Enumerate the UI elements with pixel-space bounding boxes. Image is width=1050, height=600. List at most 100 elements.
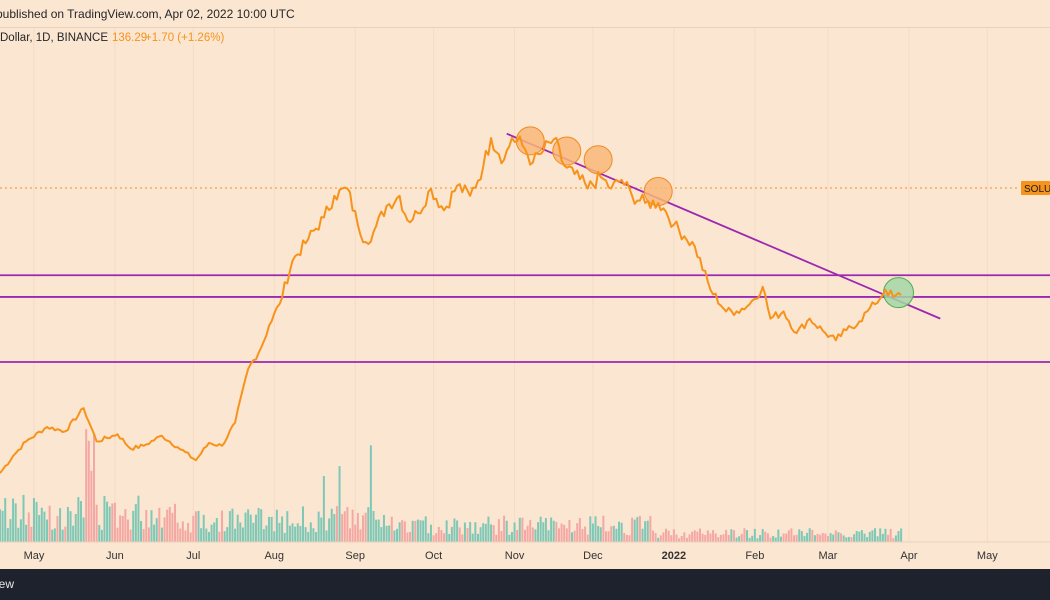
- volume-bar: [589, 516, 592, 542]
- volume-bar: [476, 533, 479, 542]
- volume-bar: [103, 495, 106, 542]
- volume-bar: [9, 519, 12, 542]
- volume-bar: [354, 524, 357, 542]
- volume-bar: [422, 520, 425, 542]
- volume-bar: [855, 531, 858, 542]
- volume-bar: [894, 535, 897, 542]
- volume-bar: [654, 533, 657, 542]
- volume-bar: [787, 530, 790, 542]
- volume-bar: [270, 516, 273, 542]
- volume-bar: [69, 511, 72, 542]
- volume-bar: [223, 531, 226, 542]
- volume-bar: [315, 532, 318, 542]
- volume-bar: [537, 522, 540, 542]
- volume-bar: [247, 509, 250, 542]
- volume-bar: [254, 514, 257, 542]
- volume-bar: [273, 531, 276, 542]
- volume-bar: [176, 522, 179, 542]
- volume-bar: [398, 522, 401, 542]
- volume-bar: [194, 511, 197, 542]
- volume-bar: [466, 527, 469, 542]
- volume-bar: [241, 527, 244, 542]
- volume-bar: [349, 528, 351, 542]
- volume-bar: [403, 521, 406, 542]
- volume-bar: [730, 529, 733, 542]
- volume-bar: [531, 527, 534, 542]
- volume-bar: [192, 515, 195, 542]
- volume-bar: [46, 519, 49, 542]
- volume-bar: [858, 531, 861, 542]
- volume-bar: [134, 504, 137, 542]
- volume-bar: [317, 511, 320, 542]
- volume-bar: [160, 527, 163, 542]
- volume-bar: [555, 521, 558, 542]
- volume-bar: [732, 530, 735, 542]
- volume-bar: [620, 522, 623, 542]
- volume-bar: [137, 495, 140, 542]
- volume-bar: [850, 537, 853, 542]
- volume-bar: [59, 508, 62, 542]
- volume-bar: [38, 515, 41, 542]
- volume-bar: [578, 517, 581, 542]
- volume-bar: [623, 533, 626, 542]
- volume-bar: [440, 530, 443, 542]
- volume-bar: [495, 534, 498, 542]
- volume-bar: [346, 507, 349, 542]
- volume-bar: [226, 527, 229, 542]
- x-tick-label: Jul: [186, 550, 200, 562]
- volume-bar: [887, 534, 890, 542]
- volume-bar: [231, 508, 234, 542]
- volume-bar: [503, 515, 506, 542]
- volume-bar: [288, 525, 291, 542]
- volume-bar: [432, 535, 435, 542]
- volume-bar: [490, 524, 493, 542]
- volume-bar: [364, 512, 367, 542]
- volume-bar: [113, 502, 116, 542]
- volume-bar: [638, 515, 641, 542]
- volume-bar: [244, 512, 247, 542]
- volume-bar: [557, 528, 560, 542]
- volume-bar: [868, 531, 871, 542]
- price-chart[interactable]: Dollar, 1D, BINANCE 136.29 +1.70 (+1.26%…: [0, 28, 1050, 569]
- volume-bar: [842, 535, 845, 542]
- volume-bar: [202, 514, 205, 542]
- volume-bar: [181, 521, 184, 542]
- volume-bar: [286, 511, 289, 542]
- volume-bar: [35, 501, 38, 542]
- volume-bar: [158, 507, 161, 542]
- volume-bar: [453, 518, 456, 542]
- volume-bar: [819, 534, 822, 542]
- volume-bar: [764, 531, 767, 542]
- volume-bar: [61, 529, 64, 542]
- volume-bar: [0, 509, 1, 542]
- volume-bar: [680, 535, 683, 542]
- x-tick-label: Sep: [345, 550, 365, 562]
- volume-bar: [40, 507, 43, 542]
- volume-bar: [283, 532, 286, 542]
- volume-bar: [22, 494, 25, 542]
- volume-bar: [416, 519, 419, 542]
- volume-bar: [900, 528, 903, 542]
- volume-bar: [573, 530, 576, 542]
- volume-bar: [547, 530, 550, 542]
- volume-bar: [171, 512, 174, 542]
- volume-bar: [30, 526, 33, 542]
- volume-bar: [845, 537, 848, 542]
- volume-bar: [322, 476, 325, 542]
- volume-bar: [714, 533, 717, 542]
- peak-3-circle: [583, 145, 613, 175]
- volume-bar: [871, 530, 874, 542]
- volume-bar: [581, 528, 584, 542]
- volume-bar: [834, 530, 837, 542]
- volume-bar: [879, 528, 882, 542]
- x-tick-label: Mar: [819, 550, 838, 562]
- volume-bar: [876, 536, 879, 542]
- volume-bar: [678, 538, 681, 542]
- volume-bar: [77, 497, 80, 542]
- volume-bar: [693, 530, 696, 542]
- highlight-circles: [515, 126, 915, 309]
- volume-bar: [393, 530, 396, 542]
- x-tick-label: Apr: [900, 550, 917, 562]
- volume-bar: [889, 528, 892, 542]
- volume-bar: [881, 533, 884, 542]
